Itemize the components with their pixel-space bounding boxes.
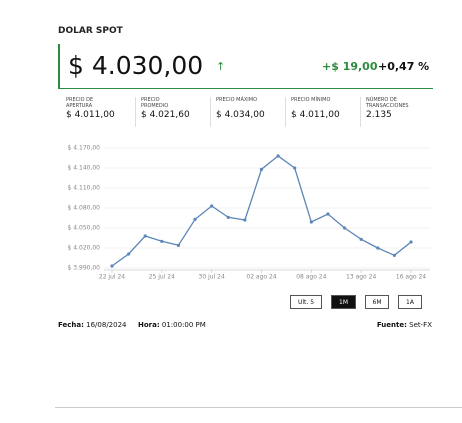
separator: [210, 97, 211, 127]
point: [276, 154, 280, 158]
stat-label: PRECIO DE APERTURA: [66, 97, 94, 109]
stat-label: PRECIO MÁXIMO: [216, 97, 258, 103]
arrow: ↑: [216, 60, 226, 73]
time: Hora: 01:00:00 PM: [138, 321, 206, 329]
y-tick-label: $ 4.080,00: [68, 205, 101, 212]
point: [210, 204, 214, 208]
range-button[interactable]: Ult. 5: [290, 295, 322, 309]
line: [111, 155, 412, 267]
range-button[interactable]: 1M: [331, 295, 356, 309]
range-button[interactable]: 6M: [365, 295, 389, 309]
stat: PRECIO DE APERTURA $ 4.011,00: [66, 97, 134, 127]
x-tick-label: 16 ago 24: [396, 274, 426, 281]
stat-label: PRECIO MÍNIMO: [291, 97, 331, 103]
stat-value: $ 4.021,60: [141, 110, 190, 120]
point: [392, 253, 396, 257]
point: [143, 234, 147, 238]
separator: [135, 97, 136, 127]
separator: [285, 97, 286, 127]
x-tick-label: 22 jul 24: [99, 274, 125, 281]
y-tick-label: $ 4.050,00: [68, 225, 101, 232]
source-label: Fuente:: [376, 321, 407, 329]
point: [376, 246, 380, 250]
point: [326, 212, 330, 216]
y-tick-label: $ 4.170,00: [68, 145, 101, 152]
stat: PRECIO MÁXIMO $ 4.034,00: [216, 97, 284, 127]
price: $ 4.030,00: [68, 51, 204, 80]
title: DOLAR SPOT: [58, 26, 123, 36]
change-pct: +0,47 %: [378, 60, 430, 73]
x-tick-label: 25 jul 24: [149, 274, 175, 281]
stat: PRECIO PROMEDIO $ 4.021,60: [141, 97, 209, 127]
point: [127, 252, 131, 256]
source-value: Set-FX: [409, 321, 432, 329]
divider: [55, 407, 462, 408]
point: [259, 167, 264, 171]
x-tick-label: 30 jul 24: [199, 274, 225, 281]
y-tick-label: $ 4.020,00: [68, 245, 101, 252]
date-label: Fecha:: [58, 321, 84, 329]
stat-label: NÚMERO DE TRANSACCIONES: [366, 97, 409, 109]
time-label: Hora:: [138, 321, 160, 329]
time-value: 01:00:00 PM: [161, 321, 206, 329]
point: [160, 239, 164, 243]
source: Fuente: Set-FX: [377, 321, 432, 329]
change: +$ 19,00: [322, 60, 378, 73]
date-value: 16/08/2024: [86, 321, 127, 329]
point: [243, 218, 247, 222]
stat-value: 2.135: [366, 110, 392, 120]
point: [309, 220, 313, 224]
separator: [360, 97, 361, 127]
range-button[interactable]: 1A: [398, 295, 422, 309]
x-tick-label: 13 ago 24: [346, 274, 376, 281]
point: [342, 226, 347, 230]
y-tick-label: $ 3.990,00: [68, 265, 101, 272]
stat: NÚMERO DE TRANSACCIONES 2.135: [366, 97, 434, 127]
point: [110, 264, 114, 268]
point: [293, 166, 297, 170]
x-tick-label: 08 ago 24: [296, 274, 326, 281]
point: [226, 215, 230, 219]
point: [193, 217, 197, 221]
stat-value: $ 4.034,00: [216, 110, 265, 120]
stat-value: $ 4.011,00: [291, 110, 340, 120]
stat-value: $ 4.011,00: [66, 110, 115, 120]
stat: PRECIO MÍNIMO $ 4.011,00: [291, 97, 359, 127]
chart: $ 3.990,00 $ 4.020,00 $ 4.050,00 $ 4.080,00…: [68, 145, 430, 281]
date: Fecha: 16/08/2024: [58, 321, 127, 329]
quote-box: [58, 44, 433, 89]
point: [359, 237, 363, 241]
point: [409, 240, 413, 244]
stat-label: PRECIO PROMEDIO: [141, 97, 169, 109]
y-tick-label: $ 4.110,00: [68, 185, 101, 192]
y-tick-label: $ 4.140,00: [68, 165, 101, 172]
x-tick-label: 02 ago 24: [246, 274, 276, 281]
point: [176, 243, 181, 247]
